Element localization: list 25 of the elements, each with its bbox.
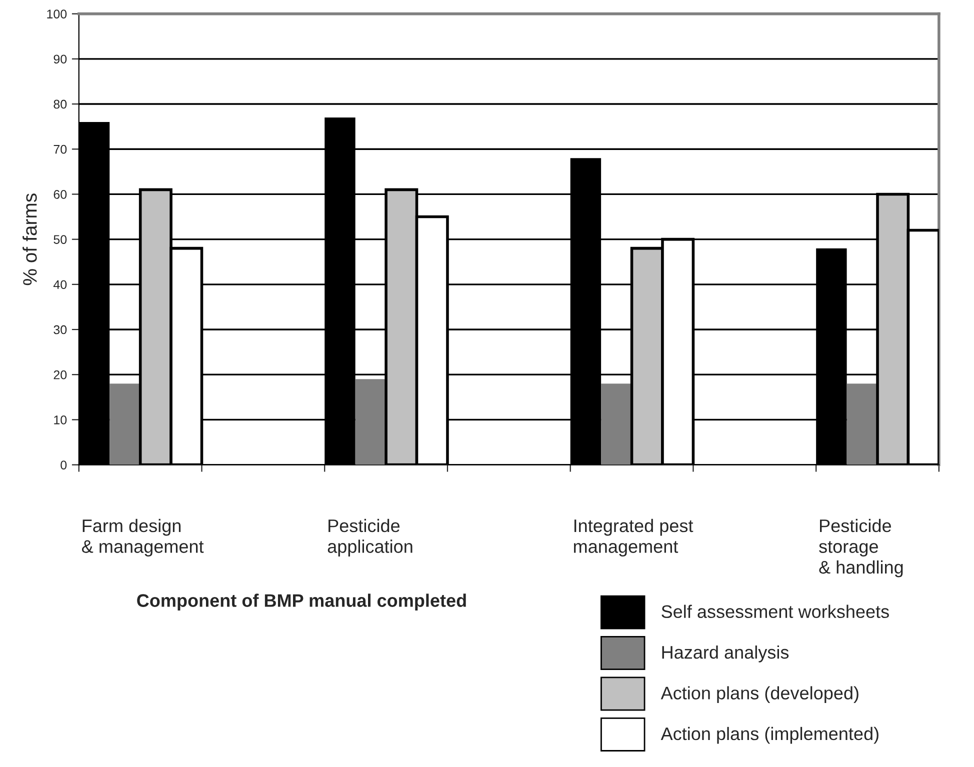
legend-label: Self assessment worksheets — [662, 604, 889, 618]
bar — [110, 384, 140, 465]
y-tick-label: 20 — [54, 370, 67, 380]
legend-title: Component of BMP manual completed — [137, 594, 466, 611]
y-tick-label: 90 — [54, 54, 67, 64]
legend-label: Hazard analysis — [662, 645, 789, 662]
x-tick-label: Pesticide storage & handling — [819, 518, 903, 578]
y-tick-label: 70 — [54, 144, 67, 154]
y-axis-title: % of farms — [22, 194, 37, 286]
x-tick-label: Farm design & management — [82, 518, 204, 557]
y-tick-label: 10 — [54, 416, 67, 424]
y-tick-label: 100 — [47, 10, 67, 18]
y-tick-label: 50 — [54, 235, 67, 244]
x-tick-label: Integrated pest management — [574, 518, 694, 557]
y-tick-label: 40 — [53, 280, 67, 290]
legend-label: Action plans (developed) — [660, 686, 858, 704]
bar — [355, 379, 386, 465]
legend-label: Action plans (implemented) — [660, 726, 878, 744]
bar — [601, 384, 632, 465]
y-tick-label: 0 — [60, 460, 67, 470]
y-tick-label: 30 — [54, 325, 67, 334]
x-tick-label: Pesticide application — [328, 518, 412, 557]
y-tick-label: 60 — [54, 190, 67, 199]
bar — [846, 384, 878, 465]
y-tick-label: 80 — [54, 100, 67, 109]
